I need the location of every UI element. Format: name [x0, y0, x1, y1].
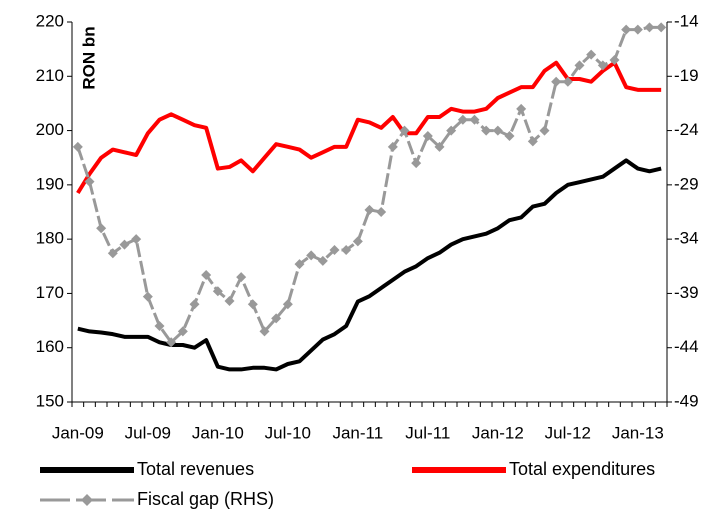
marker	[376, 207, 387, 217]
y2-tick-label: -14	[674, 11, 699, 30]
marker	[422, 131, 433, 141]
y-tick-label: 200	[36, 120, 64, 139]
marker	[236, 272, 247, 283]
marker	[212, 286, 223, 297]
y2-tick-label: -19	[674, 66, 699, 85]
marker	[457, 114, 468, 125]
marker	[539, 125, 550, 136]
series	[77, 158, 662, 372]
marker	[166, 337, 177, 348]
marker	[644, 22, 655, 33]
marker	[656, 22, 667, 33]
marker	[282, 299, 293, 310]
marker	[189, 299, 200, 310]
marker	[586, 49, 597, 60]
marker	[411, 158, 422, 169]
y2-tick-label: -29	[674, 174, 699, 193]
series-line	[77, 158, 662, 372]
x-tick-label: Jul-12	[545, 423, 591, 442]
marker	[294, 259, 305, 270]
series	[76, 60, 662, 195]
marker	[352, 236, 363, 247]
y-tick-label: 150	[36, 391, 64, 410]
marker	[364, 204, 375, 215]
legend-label: Total expenditures	[509, 459, 655, 479]
y-tick-label: 210	[36, 66, 64, 85]
marker	[574, 60, 585, 71]
marker	[177, 326, 188, 337]
marker	[469, 114, 480, 125]
y-tick-label: 190	[36, 174, 64, 193]
marker	[201, 269, 212, 280]
marker	[446, 125, 457, 136]
x-tick-label: Jul-11	[405, 423, 450, 442]
x-tick-label: Jan-09	[52, 423, 104, 442]
marker	[492, 125, 503, 136]
marker	[154, 321, 165, 331]
y-tick-label: 220	[36, 11, 64, 30]
marker	[72, 141, 83, 152]
marker	[609, 55, 620, 65]
marker	[96, 223, 107, 234]
marker	[387, 141, 398, 152]
marker	[306, 250, 317, 261]
marker	[329, 245, 340, 255]
series	[72, 22, 667, 348]
marker	[434, 141, 445, 152]
marker	[247, 299, 258, 310]
legend: Total revenues Total expenditures Fiscal g…	[40, 459, 655, 509]
y-tick-label: 180	[36, 229, 64, 248]
marker	[259, 326, 270, 337]
marker	[317, 255, 328, 266]
y2-tick-label: -34	[674, 229, 699, 248]
x-tick-label: Jan-10	[192, 423, 244, 442]
marker	[481, 125, 492, 136]
marker	[119, 239, 130, 250]
legend-marker	[81, 494, 93, 506]
y2-tick-label: -39	[674, 283, 699, 302]
series-line	[76, 60, 662, 195]
x-tick-label: Jan-11	[332, 423, 383, 442]
marker	[341, 245, 352, 255]
legend-label: Total revenues	[137, 459, 254, 479]
legend-label: Fiscal gap (RHS)	[137, 489, 274, 509]
x-tick-label: Jan-12	[472, 423, 524, 442]
marker	[142, 291, 153, 302]
marker	[399, 125, 410, 136]
y-tick-label: 160	[36, 337, 64, 356]
marker	[131, 234, 142, 245]
y2-tick-label: -49	[674, 391, 699, 410]
y2-tick-label: -24	[674, 120, 699, 139]
marker	[84, 176, 95, 187]
marker	[516, 103, 527, 114]
marker	[107, 248, 118, 259]
y2-tick-label: -44	[674, 337, 699, 356]
marker	[621, 24, 632, 35]
marker	[504, 131, 515, 141]
x-tick-label: Jul-10	[265, 423, 311, 442]
x-tick-label: Jan-13	[612, 423, 664, 442]
marker	[271, 313, 282, 324]
y-axis-label: RON bn	[79, 26, 98, 89]
x-tick-label: Jul-09	[125, 423, 171, 442]
marker	[551, 76, 562, 87]
marker	[224, 296, 235, 307]
y-tick-label: 170	[36, 283, 64, 302]
marker	[632, 24, 643, 35]
marker	[527, 136, 538, 147]
marker	[597, 60, 608, 71]
marker	[562, 76, 573, 87]
